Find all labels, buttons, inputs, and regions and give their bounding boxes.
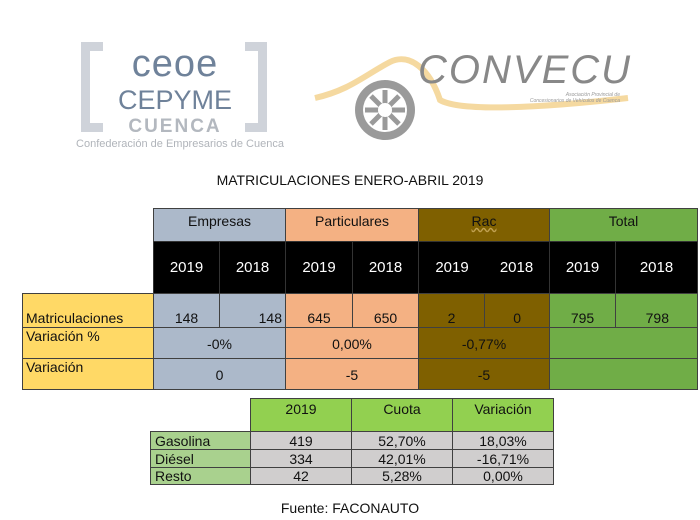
table-cell: 148 xyxy=(153,293,220,328)
cepyme-text: CEPYME xyxy=(117,85,233,115)
table-cell: -5 xyxy=(418,358,550,390)
year-header: 2018 xyxy=(219,241,286,294)
year-header: 2019 xyxy=(153,241,220,294)
group-header-empresas: Empresas xyxy=(153,208,286,242)
table-cell: 419 xyxy=(250,431,352,450)
convecu-tagline-1: Asociación Provincial de xyxy=(565,92,620,98)
table-cell: 2 xyxy=(418,293,485,328)
table-cell: 0,00% xyxy=(285,327,419,359)
page-title: MATRICULACIONES ENERO-ABRIL 2019 xyxy=(216,172,484,188)
table-cell: -5 xyxy=(285,358,419,390)
table-cell: 645 xyxy=(285,293,353,328)
ceoe-cepyme-logo: CEOE CEPYME CUENCA Confederación de Empr… xyxy=(75,40,285,155)
table-cell: 148 xyxy=(219,293,286,328)
row-label-resto: Resto xyxy=(150,467,251,485)
table-cell: -0,77% xyxy=(418,327,550,359)
column-header: Variación xyxy=(452,398,554,432)
convecu-tagline-2: Concesionarios de Vehículos de Cuenca xyxy=(529,98,620,104)
table-cell xyxy=(549,358,698,390)
table-cell: 42,01% xyxy=(351,449,453,468)
column-header: Cuota xyxy=(351,398,453,432)
year-header: 2019 xyxy=(285,241,353,294)
table-cell: 334 xyxy=(250,449,352,468)
row-label-matriculaciones: Matriculaciones xyxy=(22,293,154,328)
row-label-gasolina: Gasolina xyxy=(150,431,251,450)
table-cell: 5,28% xyxy=(351,467,453,485)
table-cell: 0,00% xyxy=(452,467,554,485)
convecu-logo: CONVECU Asociación Provincial de Concesi… xyxy=(310,40,640,155)
table-cell: -0% xyxy=(153,327,286,359)
ceoe-tagline: Confederación de Empresarios de Cuenca xyxy=(76,138,284,150)
row-label-diesel: Diésel xyxy=(150,449,251,468)
table-cell: 795 xyxy=(549,293,616,328)
cuenca-text: CUENCA xyxy=(128,116,222,137)
table-cell: 18,03% xyxy=(452,431,554,450)
ceoe-text: CEOE xyxy=(131,43,219,85)
group-header-rac: Rac xyxy=(418,208,550,242)
convecu-text: CONVECU xyxy=(418,48,633,92)
year-header: 2018 xyxy=(615,241,698,294)
table-cell: 42 xyxy=(250,467,352,485)
column-header: 2019 xyxy=(250,398,352,432)
source-note: Fuente: FACONAUTO xyxy=(280,500,420,516)
bracket-right xyxy=(245,42,267,132)
year-header: 2018 xyxy=(352,241,419,294)
year-header: 2019 xyxy=(549,241,616,294)
group-header-total: Total xyxy=(549,208,698,242)
row-label-variacion: Variación xyxy=(22,358,154,390)
table-cell: 650 xyxy=(352,293,419,328)
table-cell: -16,71% xyxy=(452,449,554,468)
table-cell: 52,70% xyxy=(351,431,453,450)
row-label-variacion-pct: Variación % xyxy=(22,327,154,359)
table-cell xyxy=(549,327,698,359)
table-cell: 798 xyxy=(615,293,698,328)
year-header: 2019 xyxy=(418,241,485,294)
table-cell: 0 xyxy=(153,358,286,390)
year-header: 2018 xyxy=(484,241,550,294)
bracket-left xyxy=(81,42,103,132)
table-cell: 0 xyxy=(484,293,550,328)
car-swoosh-icon xyxy=(314,56,629,140)
group-header-particulares: Particulares xyxy=(285,208,419,242)
